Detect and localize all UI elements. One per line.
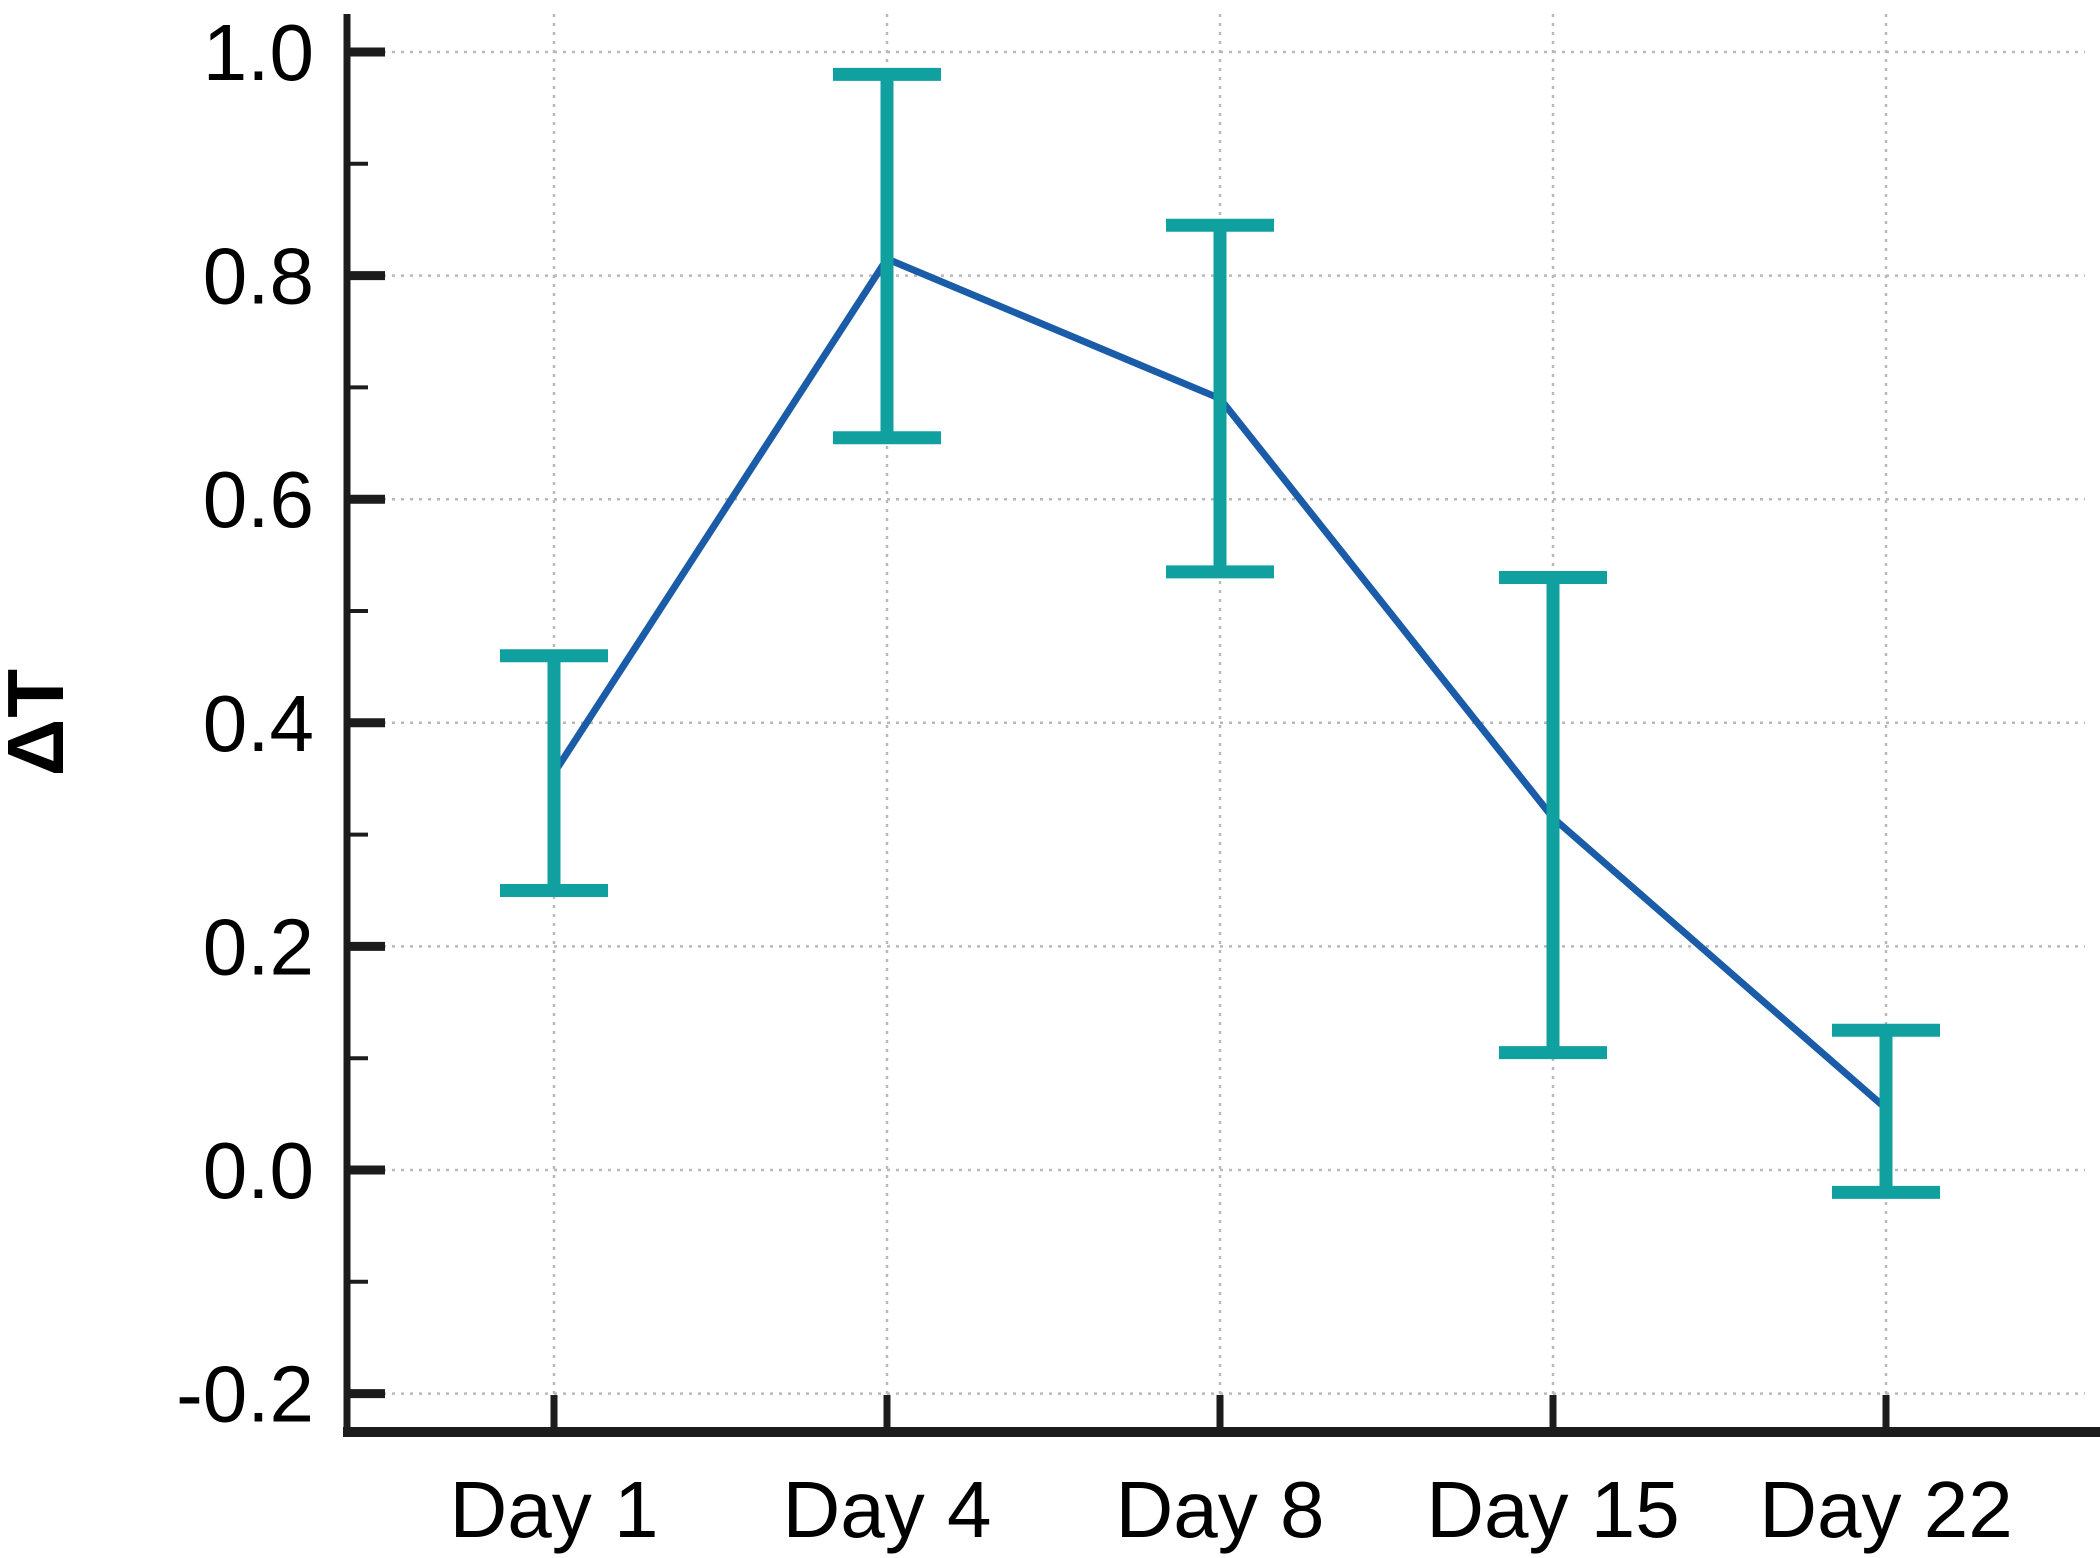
y-tick-label: 0.8 [203,232,314,321]
y-tick-label: 0.6 [203,455,314,544]
x-tick-label: Day 1 [450,1465,659,1554]
y-axis-label: ΔT [0,667,80,777]
y-tick-label: 0.2 [203,902,314,991]
y-tick-label: 0.0 [203,1126,314,1215]
y-tick-label: -0.2 [176,1350,314,1439]
y-tick-label: 1.0 [203,8,314,97]
y-tick-label: 0.4 [203,679,314,768]
x-tick-label: Day 4 [783,1465,992,1554]
x-tick-label: Day 22 [1759,1465,2012,1554]
x-tick-label: Day 15 [1426,1465,1679,1554]
x-tick-label: Day 8 [1116,1465,1325,1554]
